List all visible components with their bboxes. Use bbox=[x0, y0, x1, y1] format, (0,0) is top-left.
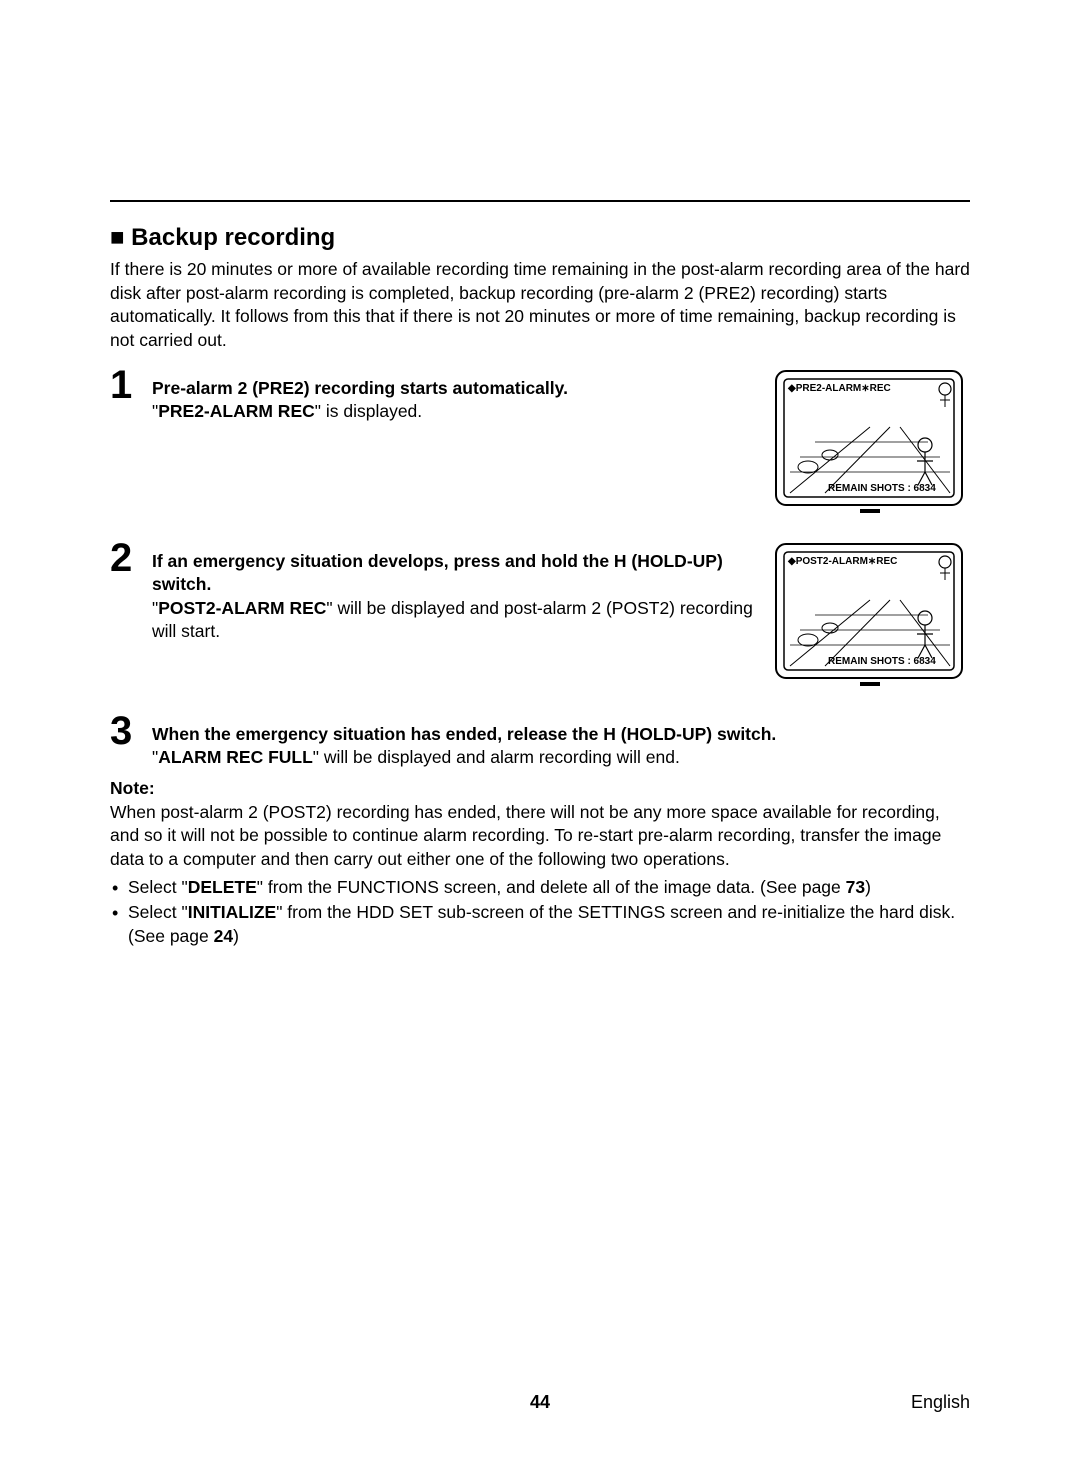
monitor-figure-1: ◆PRE2-ALARM∗REC REMAIN SHOTS : 6834 bbox=[770, 367, 970, 522]
step-3: 3 When the emergency situation has ended… bbox=[110, 713, 970, 770]
step-number: 3 bbox=[110, 713, 138, 749]
step-keyword: PRE2-ALARM REC bbox=[158, 401, 315, 421]
section-title: ■ Backup recording bbox=[110, 224, 970, 252]
note-heading: Note: bbox=[110, 778, 970, 799]
bullet-post: ) bbox=[865, 877, 871, 897]
bullet-post: ) bbox=[233, 926, 239, 946]
bullet-pre: Select " bbox=[128, 902, 188, 922]
bullet-page: 73 bbox=[846, 877, 865, 897]
bullet-page: 24 bbox=[214, 926, 233, 946]
language-label: English bbox=[911, 1392, 970, 1413]
square-bullet: ■ bbox=[110, 224, 125, 251]
step-number: 2 bbox=[110, 540, 138, 576]
monitor-bottom-label: REMAIN SHOTS : 6834 bbox=[828, 483, 936, 494]
page-footer: 44 English bbox=[110, 1392, 970, 1413]
bullet-keyword: INITIALIZE bbox=[188, 902, 276, 922]
step-bold-text: When the emergency situation has ended, … bbox=[152, 724, 776, 744]
step-body: Pre-alarm 2 (PRE2) recording starts auto… bbox=[152, 367, 756, 424]
step-body: When the emergency situation has ended, … bbox=[152, 713, 970, 770]
step-number: 1 bbox=[110, 367, 138, 403]
step-1: 1 Pre-alarm 2 (PRE2) recording starts au… bbox=[110, 367, 970, 522]
bullet-mid: " from the FUNCTIONS screen, and delete … bbox=[257, 877, 846, 897]
monitor-top-label: ◆POST2-ALARM∗REC bbox=[787, 556, 897, 567]
monitor-top-label: ◆PRE2-ALARM∗REC bbox=[787, 383, 891, 394]
bullet-pre: Select " bbox=[128, 877, 188, 897]
note-body: When post-alarm 2 (POST2) recording has … bbox=[110, 801, 970, 872]
quote-rest: " will be displayed and alarm recording … bbox=[313, 747, 680, 767]
step-keyword: POST2-ALARM REC bbox=[158, 598, 326, 618]
bullet-item: Select "DELETE" from the FUNCTIONS scree… bbox=[110, 876, 970, 900]
step-body: If an emergency situation develops, pres… bbox=[152, 540, 756, 645]
bullet-keyword: DELETE bbox=[188, 877, 257, 897]
step-keyword: ALARM REC FULL bbox=[158, 747, 313, 767]
monitor-figure-2: ◆POST2-ALARM∗REC REMAIN SHOTS : 6834 bbox=[770, 540, 970, 695]
bullet-item: Select "INITIALIZE" from the HDD SET sub… bbox=[110, 901, 970, 948]
step-2: 2 If an emergency situation develops, pr… bbox=[110, 540, 970, 695]
quote-rest: " is displayed. bbox=[315, 401, 422, 421]
intro-paragraph: If there is 20 minutes or more of availa… bbox=[110, 258, 970, 353]
title-text: Backup recording bbox=[131, 224, 335, 251]
step-bold-text: Pre-alarm 2 (PRE2) recording starts auto… bbox=[152, 378, 568, 398]
page-number: 44 bbox=[110, 1392, 970, 1413]
horizontal-rule bbox=[110, 200, 970, 202]
step-bold-text: If an emergency situation develops, pres… bbox=[152, 551, 723, 595]
note-bullet-list: Select "DELETE" from the FUNCTIONS scree… bbox=[110, 876, 970, 949]
monitor-bottom-label: REMAIN SHOTS : 6834 bbox=[828, 656, 936, 667]
